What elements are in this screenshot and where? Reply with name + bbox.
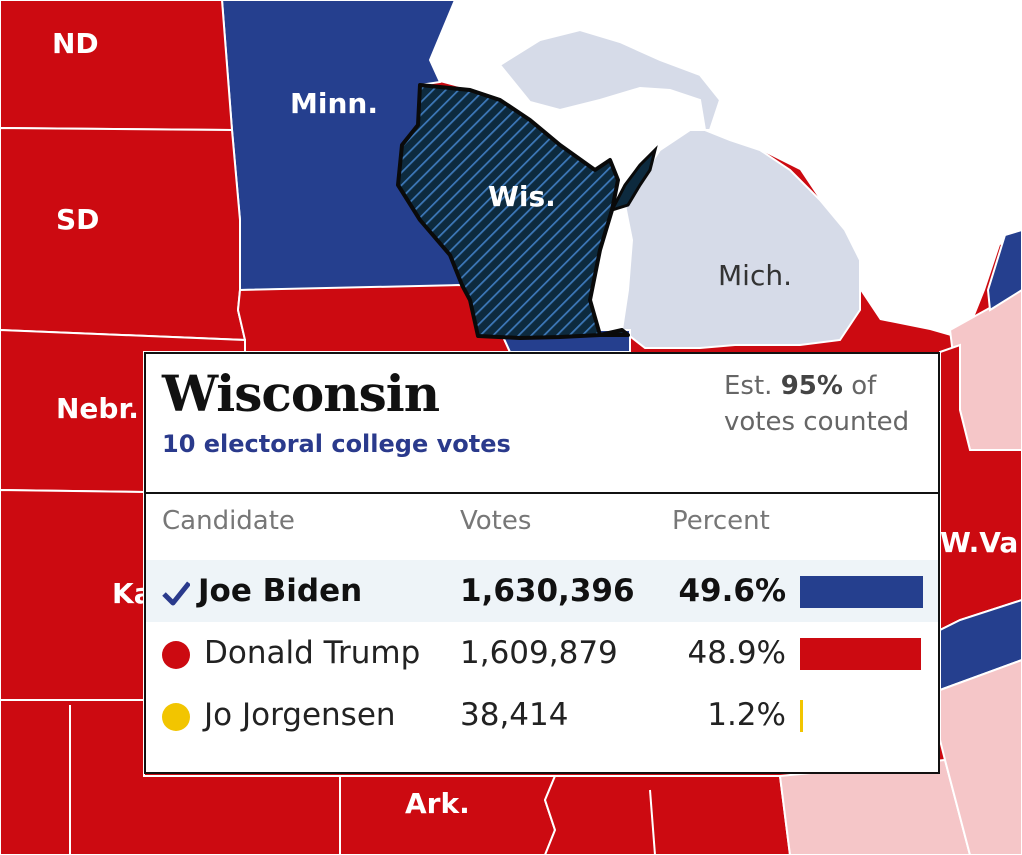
door-peninsula <box>609 145 658 213</box>
state-label-mich: Mich. <box>718 259 792 292</box>
state-results-popup: Wisconsin 10 electoral college votes Est… <box>144 352 940 774</box>
state-new-york[interactable] <box>986 228 1022 312</box>
state-south-dakota[interactable] <box>0 126 247 342</box>
percent-bar <box>800 576 923 608</box>
winner-check-icon <box>162 581 190 606</box>
state-label-sd: SD <box>56 203 99 236</box>
candidate-percent: 1.2% <box>707 697 786 733</box>
candidate-votes: 1,630,396 <box>460 573 635 609</box>
candidate-percent: 48.9% <box>687 635 786 671</box>
state-mississippi-border <box>649 789 656 855</box>
est-prefix: Est. <box>724 371 781 401</box>
state-label-minn: Minn. <box>290 87 378 120</box>
popup-state-name: Wisconsin <box>162 364 440 423</box>
candidate-name: Joe Biden <box>198 573 363 609</box>
candidate-name: Donald Trump <box>204 635 421 671</box>
header-candidate: Candidate <box>162 506 295 536</box>
candidate-row: Donald Trump 1,609,879 48.9% <box>146 622 938 684</box>
state-north-carolina[interactable] <box>939 658 1022 855</box>
percent-bar-track <box>800 638 924 670</box>
state-michigan[interactable] <box>498 28 861 349</box>
percent-bar <box>800 700 803 732</box>
party-dot-icon <box>162 703 190 731</box>
state-label-nebr: Nebr. <box>56 392 139 425</box>
candidate-row: Jo Jorgensen 38,414 1.2% <box>146 684 938 746</box>
electoral-votes: 10 electoral college votes <box>162 430 511 458</box>
votes-counted-estimate: Est. 95% of votes counted <box>724 368 924 440</box>
state-georgia[interactable] <box>778 758 972 855</box>
popup-divider <box>146 492 938 494</box>
state-label-wva: W.Va. <box>940 526 1022 559</box>
state-label-ark: Ark. <box>405 787 470 820</box>
percent-bar-track <box>800 700 924 732</box>
state-north-dakota[interactable] <box>0 0 234 132</box>
candidate-name: Jo Jorgensen <box>204 697 396 733</box>
est-suffix: of votes counted <box>724 371 910 437</box>
header-votes: Votes <box>460 506 532 536</box>
percent-bar-track <box>800 576 924 608</box>
header-percent: Percent <box>672 506 770 536</box>
percent-bar <box>800 638 921 670</box>
state-wisconsin[interactable] <box>396 83 630 340</box>
est-percent: 95% <box>780 371 843 401</box>
party-dot-icon <box>162 641 190 669</box>
state-tennessee[interactable] <box>543 775 792 855</box>
candidate-votes: 38,414 <box>460 697 569 733</box>
candidate-row: Joe Biden 1,630,396 49.6% <box>146 560 938 622</box>
candidate-percent: 49.6% <box>678 573 786 609</box>
state-label-wis: Wis. <box>488 180 556 213</box>
state-label-nd: ND <box>52 27 99 60</box>
candidate-votes: 1,609,879 <box>460 635 618 671</box>
